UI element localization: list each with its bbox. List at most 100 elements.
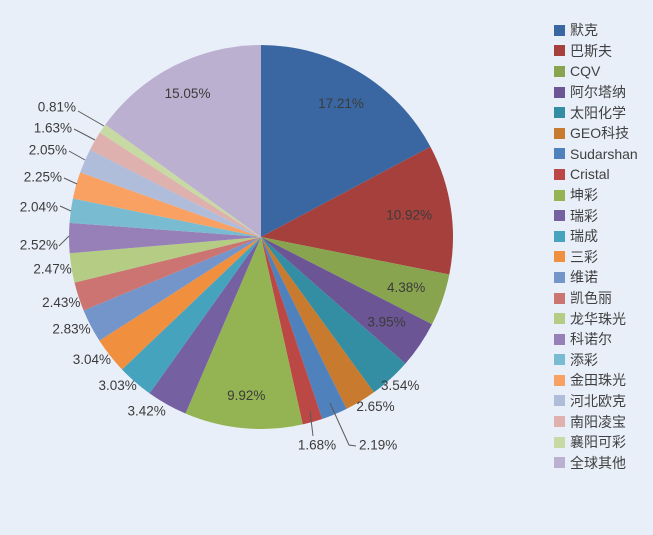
slice-percent-label: 17.21% (318, 96, 364, 111)
leader-line (329, 402, 357, 447)
legend-item-16[interactable]: 添彩 (554, 350, 638, 371)
legend-item-5[interactable]: GEO科技 (554, 123, 638, 144)
pie-slice-15[interactable] (69, 222, 261, 254)
slice-percent-label: 3.42% (127, 404, 165, 419)
legend-item-9[interactable]: 瑞彩 (554, 205, 638, 226)
slice-percent-label: 2.05% (29, 143, 67, 158)
pie-slice-16[interactable] (69, 198, 261, 237)
slice-percent-label: 0.81% (38, 100, 76, 115)
legend-item-3[interactable]: 阿尔塔纳 (554, 82, 638, 103)
leader-line (309, 410, 314, 437)
pie-slice-5[interactable] (261, 237, 374, 409)
legend-swatch (554, 436, 565, 448)
legend-item-label: 太阳化学 (570, 104, 626, 121)
legend-swatch (554, 148, 565, 160)
pie-slice-9[interactable] (149, 237, 261, 414)
legend-item-14[interactable]: 龙华珠光 (554, 308, 638, 329)
legend-swatch (554, 189, 565, 201)
pie-slice-0[interactable] (261, 45, 431, 237)
leader-line (59, 205, 72, 212)
slice-percent-label: 15.05% (165, 86, 211, 101)
pie-slice-4[interactable] (261, 237, 406, 393)
legend-swatch (554, 65, 565, 77)
legend-swatch (554, 271, 565, 283)
pie-slice-11[interactable] (99, 237, 261, 370)
legend-item-6[interactable]: Sudarshan (554, 144, 638, 165)
legend-item-10[interactable]: 瑞成 (554, 226, 638, 247)
slice-percent-label: 2.04% (20, 200, 58, 215)
leader-line (58, 235, 70, 247)
legend-item-label: 三彩 (570, 248, 598, 265)
pie-slice-17[interactable] (72, 172, 262, 237)
slice-percent-label: 9.92% (227, 388, 265, 403)
legend-item-7[interactable]: Cristal (554, 164, 638, 185)
pie-slice-20[interactable] (99, 124, 261, 237)
legend-item-4[interactable]: 太阳化学 (554, 102, 638, 123)
legend-item-19[interactable]: 南阳凌宝 (554, 411, 638, 432)
pie-slice-21[interactable] (105, 45, 261, 237)
legend-item-label: 默克 (570, 22, 598, 39)
legend-item-label: 坤彩 (570, 187, 598, 204)
pie-slice-14[interactable] (69, 237, 261, 283)
pie-slice-19[interactable] (89, 132, 261, 237)
pie-slice-10[interactable] (122, 237, 262, 394)
slice-percent-label: 3.54% (381, 378, 419, 393)
legend: 默克巴斯夫 CQV 阿尔塔纳 太阳化学 GEO科技 Sudarshan Cristal 坤彩瑞… (554, 20, 638, 473)
legend-item-0[interactable]: 默克 (554, 20, 638, 41)
legend-swatch (554, 251, 565, 263)
legend-item-15[interactable]: 科诺尔 (554, 329, 638, 350)
legend-swatch (554, 333, 565, 345)
legend-item-12[interactable]: 维诺 (554, 267, 638, 288)
slice-percent-label: 2.83% (52, 321, 90, 336)
legend-item-label: Cristal (570, 166, 610, 183)
legend-swatch (554, 230, 565, 242)
legend-item-20[interactable]: 襄阳可彩 (554, 432, 638, 453)
pie-slice-7[interactable] (261, 237, 323, 425)
legend-item-18[interactable]: 河北欧克 (554, 391, 638, 412)
pie-slice-12[interactable] (83, 237, 261, 341)
legend-item-8[interactable]: 坤彩 (554, 185, 638, 206)
legend-swatch (554, 354, 565, 366)
pie-slice-2[interactable] (261, 237, 450, 325)
legend-item-label: 瑞成 (570, 228, 598, 245)
legend-swatch (554, 210, 565, 222)
legend-item-label: 科诺尔 (570, 331, 612, 348)
pie-slice-18[interactable] (80, 149, 261, 237)
leader-line (68, 150, 86, 161)
slice-percent-label: 3.95% (367, 315, 405, 330)
legend-swatch (554, 107, 565, 119)
slice-percent-label: 2.19% (359, 438, 397, 453)
leader-line (63, 177, 78, 185)
pie-slice-3[interactable] (261, 237, 433, 364)
slice-percent-label: 2.43% (42, 295, 80, 310)
legend-item-label: 全球其他 (570, 454, 626, 471)
pie-slice-8[interactable] (185, 237, 303, 430)
slice-percent-label: 3.03% (99, 378, 137, 393)
legend-item-label: 襄阳可彩 (570, 434, 626, 451)
legend-swatch (554, 374, 565, 386)
legend-item-11[interactable]: 三彩 (554, 247, 638, 268)
legend-item-21[interactable]: 全球其他 (554, 452, 638, 473)
slice-percent-label: 2.65% (356, 399, 394, 414)
legend-item-label: 龙华珠光 (570, 310, 626, 327)
legend-swatch (554, 395, 565, 407)
legend-item-label: 添彩 (570, 351, 598, 368)
legend-swatch (554, 168, 565, 180)
legend-item-17[interactable]: 金田珠光 (554, 370, 638, 391)
legend-item-2[interactable]: CQV (554, 61, 638, 82)
legend-item-13[interactable]: 凯色丽 (554, 288, 638, 309)
slice-percent-label: 4.38% (387, 280, 425, 295)
pie-slice-6[interactable] (261, 237, 347, 419)
legend-item-label: CQV (570, 63, 601, 80)
legend-swatch (554, 86, 565, 98)
legend-item-label: 河北欧克 (570, 392, 626, 409)
legend-item-label: Sudarshan (570, 145, 638, 162)
legend-item-1[interactable]: 巴斯夫 (554, 41, 638, 62)
legend-swatch (554, 292, 565, 304)
slice-percent-label: 2.52% (20, 238, 58, 253)
pie-slice-13[interactable] (74, 237, 261, 311)
pie-slice-1[interactable] (261, 146, 453, 275)
legend-item-label: 瑞彩 (570, 207, 598, 224)
